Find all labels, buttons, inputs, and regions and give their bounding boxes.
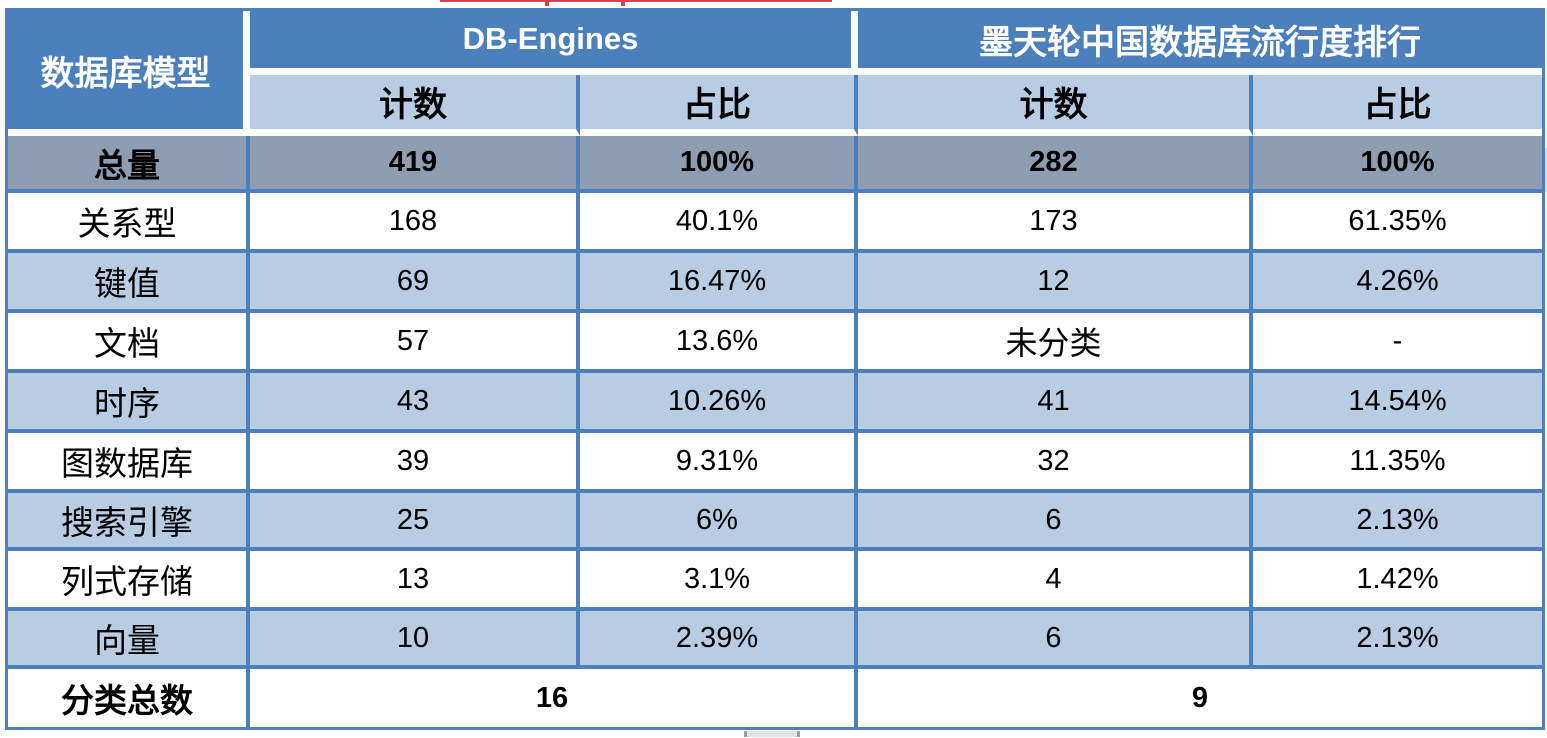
cell-value: 6 [858,493,1253,551]
cell-value: 282 [858,136,1253,193]
cell-value: 39 [250,433,580,493]
cell-value: 1.42% [1253,551,1542,611]
cell-value: 173 [858,193,1253,253]
cell-value: 10.26% [580,373,858,433]
table-row: 时序 43 10.26% 41 14.54% [8,373,1542,433]
subheader-count-db-engines: 计数 [250,74,580,136]
cell-value: 2.39% [580,611,858,669]
row-label: 搜索引擎 [8,493,250,551]
cell-value: 13.6% [580,313,858,373]
cell-value: 419 [250,136,580,193]
cell-value: 未分类 [858,313,1253,373]
table-row: 文档 57 13.6% 未分类 - [8,313,1542,373]
cell-value: 57 [250,313,580,373]
cell-value: 13 [250,551,580,611]
cell-value: 168 [250,193,580,253]
table-row: 搜索引擎 25 6% 6 2.13% [8,493,1542,551]
cell-value: 43 [250,373,580,433]
cell-value: 100% [580,136,858,193]
table-row: 列式存储 13 3.1% 4 1.42% [8,551,1542,611]
cell-value: 4 [858,551,1253,611]
row-label: 文档 [8,313,250,373]
cell-category-count-db-engines: 16 [250,669,858,727]
header-sub-row: 计数 占比 计数 占比 [8,74,1542,136]
red-line-artifact [440,0,832,2]
cell-value: 2.13% [1253,493,1542,551]
table-row-total: 总量 419 100% 282 100% [8,136,1542,193]
cell-value: - [1253,313,1542,373]
row-label: 键值 [8,253,250,313]
subheader-share-motianlun: 占比 [1253,74,1542,136]
header-group-row: 数据库模型 DB-Engines 墨天轮中国数据库流行度排行 [8,11,1542,136]
row-label: 时序 [8,373,250,433]
column-group-motianlun: 墨天轮中国数据库流行度排行 [858,11,1542,75]
cell-value: 32 [858,433,1253,493]
red-tick-artifact [621,2,625,6]
column-group-db-engines: DB-Engines [250,11,858,75]
scrollbar-end [797,731,800,737]
scrollbar-end [744,731,747,737]
cell-value: 9.31% [580,433,858,493]
cell-value: 69 [250,253,580,313]
row-label: 列式存储 [8,551,250,611]
cell-value: 100% [1253,136,1542,193]
database-model-comparison-table: 数据库模型 DB-Engines 墨天轮中国数据库流行度排行 计数 占比 计数 … [5,8,1545,730]
column-header-database-model: 数据库模型 [8,11,250,136]
cell-category-count-motianlun: 9 [858,669,1542,727]
cell-value: 6% [580,493,858,551]
cell-value: 41 [858,373,1253,433]
row-label-category-total: 分类总数 [8,669,250,727]
cell-value: 10 [250,611,580,669]
cell-value: 4.26% [1253,253,1542,313]
cell-value: 14.54% [1253,373,1542,433]
cell-value: 12 [858,253,1253,313]
table-row: 键值 69 16.47% 12 4.26% [8,253,1542,313]
cell-value: 25 [250,493,580,551]
table-row: 图数据库 39 9.31% 32 11.35% [8,433,1542,493]
row-label: 关系型 [8,193,250,253]
horizontal-scrollbar-fragment[interactable] [744,731,800,737]
row-label-total: 总量 [8,136,250,193]
row-label: 图数据库 [8,433,250,493]
red-tick-artifact [545,2,549,6]
table-row: 关系型 168 40.1% 173 61.35% [8,193,1542,253]
cell-value: 6 [858,611,1253,669]
cell-value: 16.47% [580,253,858,313]
cell-value: 40.1% [580,193,858,253]
cell-value: 2.13% [1253,611,1542,669]
table-row-category-total: 分类总数 16 9 [8,669,1542,727]
cell-value: 3.1% [580,551,858,611]
row-label: 向量 [8,611,250,669]
subheader-share-db-engines: 占比 [580,74,858,136]
subheader-count-motianlun: 计数 [858,74,1253,136]
table-row: 向量 10 2.39% 6 2.13% [8,611,1542,669]
cell-value: 61.35% [1253,193,1542,253]
cell-value: 11.35% [1253,433,1542,493]
